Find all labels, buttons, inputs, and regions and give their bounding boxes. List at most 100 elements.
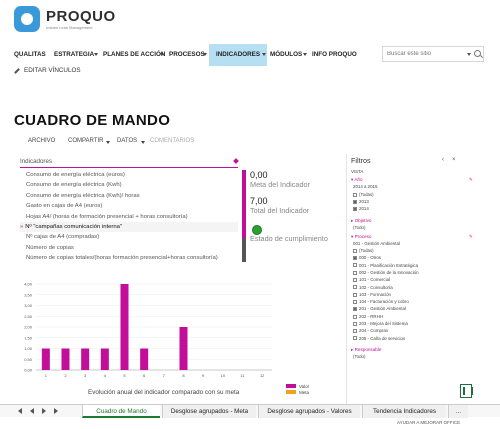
chevron-down-icon	[106, 141, 110, 144]
tab-tendencia-indicadores[interactable]: Tendencia Indicadores	[362, 405, 446, 418]
previous-sheet-icon[interactable]	[30, 408, 34, 414]
checkbox[interactable]	[353, 321, 357, 326]
checkbox[interactable]	[353, 270, 357, 275]
filter-option[interactable]: 202 - RRHH	[353, 314, 383, 319]
filter-edit-icon[interactable]: ✎	[469, 234, 473, 239]
filter-option-label: (Todas)	[359, 192, 374, 197]
tab-cuadro-de-mando[interactable]: Cuadro de Mando	[82, 405, 160, 418]
bar	[61, 348, 70, 370]
filter-option-label: 000 - Otros	[359, 255, 381, 261]
nav-item-procesos[interactable]: PROCESOS	[169, 51, 205, 58]
checkbox[interactable]	[353, 256, 357, 261]
filter-responsable-header[interactable]: ▸ Responsable	[351, 347, 382, 352]
filter-option-label: (Todas)	[359, 248, 374, 253]
filter-option[interactable]: 101 - Comercial	[353, 277, 390, 282]
list-item[interactable]: Nº cajas de A4 (compradas)	[26, 234, 100, 241]
list-item[interactable]: Gasto en cajas de A4 (euros)	[26, 203, 103, 210]
filter-option[interactable]: 103 - Formación	[353, 292, 391, 297]
edit-links[interactable]: EDITAR VÍNCULOS	[14, 67, 81, 74]
filter-option[interactable]: 002 - Gestión de la Innovación	[353, 270, 419, 275]
scrollbar[interactable]	[242, 170, 246, 242]
next-sheet-icon[interactable]	[42, 408, 46, 414]
filter-responsable-value: (Todo)	[353, 354, 366, 359]
list-item-selected[interactable]: Nº "campañas comunicación interna"	[20, 221, 238, 233]
last-sheet-icon[interactable]	[54, 408, 58, 414]
nav-item-info-proquo[interactable]: INFO PROQUO	[312, 51, 357, 58]
filter-option[interactable]: 102 - Consultoría	[353, 285, 393, 290]
bar	[81, 348, 90, 370]
checkbox[interactable]	[353, 263, 357, 268]
help-improve-office-link[interactable]: AYUDAR A MEJORAR OFFICE	[397, 420, 461, 425]
filter-option[interactable]: (Todas)	[353, 248, 374, 253]
edit-icon[interactable]	[233, 158, 239, 164]
toolbar-archivo[interactable]: ARCHIVO	[28, 138, 56, 144]
bar	[120, 284, 129, 370]
list-item[interactable]: Hojas A4/ (horas de formación presencial…	[26, 213, 188, 220]
tab-desglose-valores[interactable]: Desglose agrupados - Valores	[258, 405, 360, 418]
checkbox[interactable]	[353, 192, 357, 197]
brand-tagline: Instant Lean Management	[46, 24, 93, 30]
filter-option[interactable]: 201 - Gestión Ambiental	[353, 306, 406, 311]
tab-desglose-meta[interactable]: Desglose agrupados - Meta	[162, 405, 256, 418]
nav-item-qualitas[interactable]: QUALITAS	[14, 51, 46, 58]
checkbox[interactable]	[353, 248, 357, 253]
filter-option[interactable]: 000 - Otros	[353, 255, 381, 260]
x-tick-label: 4	[104, 373, 107, 378]
filter-option[interactable]: 2014	[353, 206, 369, 211]
close-icon[interactable]: ×	[452, 157, 456, 163]
y-tick-label: 3,00	[24, 303, 33, 308]
toolbar-compartir[interactable]: COMPARTIR	[68, 138, 104, 144]
filter-edit-icon[interactable]: ✎	[469, 177, 473, 182]
filter-option[interactable]: 104 - Facturación y cobro	[353, 299, 409, 304]
nav-item-modulos[interactable]: MÓDULOS	[270, 51, 303, 58]
checkbox[interactable]	[353, 199, 357, 204]
checkbox[interactable]	[353, 314, 357, 319]
filter-option[interactable]: 204 - Compras	[353, 328, 388, 333]
more-tabs-button[interactable]: ...	[448, 405, 468, 418]
first-sheet-icon[interactable]	[18, 408, 22, 414]
filter-year-header[interactable]: ▾ Año	[351, 177, 363, 182]
checkbox[interactable]	[353, 278, 357, 283]
filter-option[interactable]: 205 - Caña de servicios	[353, 336, 405, 341]
filter-option[interactable]: 001 - Planificación Estratégica	[353, 263, 418, 268]
search-input[interactable]	[387, 49, 455, 59]
list-item[interactable]: Número de copias	[26, 244, 74, 251]
checkbox[interactable]	[353, 285, 357, 290]
kpi-status: Estado de cumplimiento	[250, 234, 328, 243]
checkbox[interactable]	[353, 307, 357, 312]
list-item[interactable]: Consumo de energía eléctrica (Kwh)	[26, 182, 122, 189]
checkbox[interactable]	[353, 206, 357, 211]
y-tick-label: 1,00	[24, 346, 33, 351]
filter-option[interactable]: (Todas)	[353, 192, 374, 197]
checkbox[interactable]	[353, 329, 357, 334]
filter-option-label: 002 - Gestión de la Innovación	[359, 269, 419, 275]
chevron-down-icon[interactable]	[467, 53, 471, 56]
search-icon[interactable]	[474, 50, 481, 57]
checkbox[interactable]	[353, 292, 357, 297]
filter-option[interactable]: 203 - Mejora del Sistema	[353, 321, 408, 326]
list-item[interactable]: Consumo de energía eléctrica (Kwh)/ hora…	[26, 192, 140, 199]
nav-item-indicadores[interactable]: INDICADORES	[209, 44, 268, 66]
brand-logo[interactable]: PROQUO Instant Lean Management	[14, 6, 116, 32]
bar	[41, 348, 50, 370]
toolbar-comentarios[interactable]: COMENTARIOS	[150, 138, 195, 144]
nav-item-estrategia[interactable]: ESTRATEGIA	[54, 51, 95, 58]
checkbox[interactable]	[353, 299, 357, 304]
bar-chart: 0,000,501,001,502,002,503,003,504,001 2 3 4…	[24, 282, 272, 378]
excel-icon[interactable]	[460, 384, 473, 398]
kpi-meta-label: Meta del Indicador	[250, 180, 311, 189]
nav-item-planes-de-accion[interactable]: PLANES DE ACCIÓN	[103, 51, 166, 58]
indicators-header-label: Indicadores	[20, 158, 52, 165]
toolbar-datos[interactable]: DATOS	[117, 138, 138, 144]
collapse-icon[interactable]: ‹	[442, 157, 444, 163]
checkbox[interactable]	[353, 336, 357, 341]
x-tick-label: 12	[260, 373, 265, 378]
brand-name: PROQUO	[46, 7, 116, 25]
scrollbar-thumb[interactable]	[242, 238, 246, 262]
list-item[interactable]: Consumo de energía eléctrica (euros)	[26, 172, 125, 178]
list-item[interactable]: Número de copias totales/(horas formació…	[26, 255, 218, 262]
search-box[interactable]	[382, 46, 484, 62]
filter-objetivo-header[interactable]: ▸ Objetivo	[351, 218, 372, 223]
filter-option[interactable]: 2013	[353, 199, 369, 204]
filter-proceso-header[interactable]: ▾ Proceso	[351, 234, 372, 239]
